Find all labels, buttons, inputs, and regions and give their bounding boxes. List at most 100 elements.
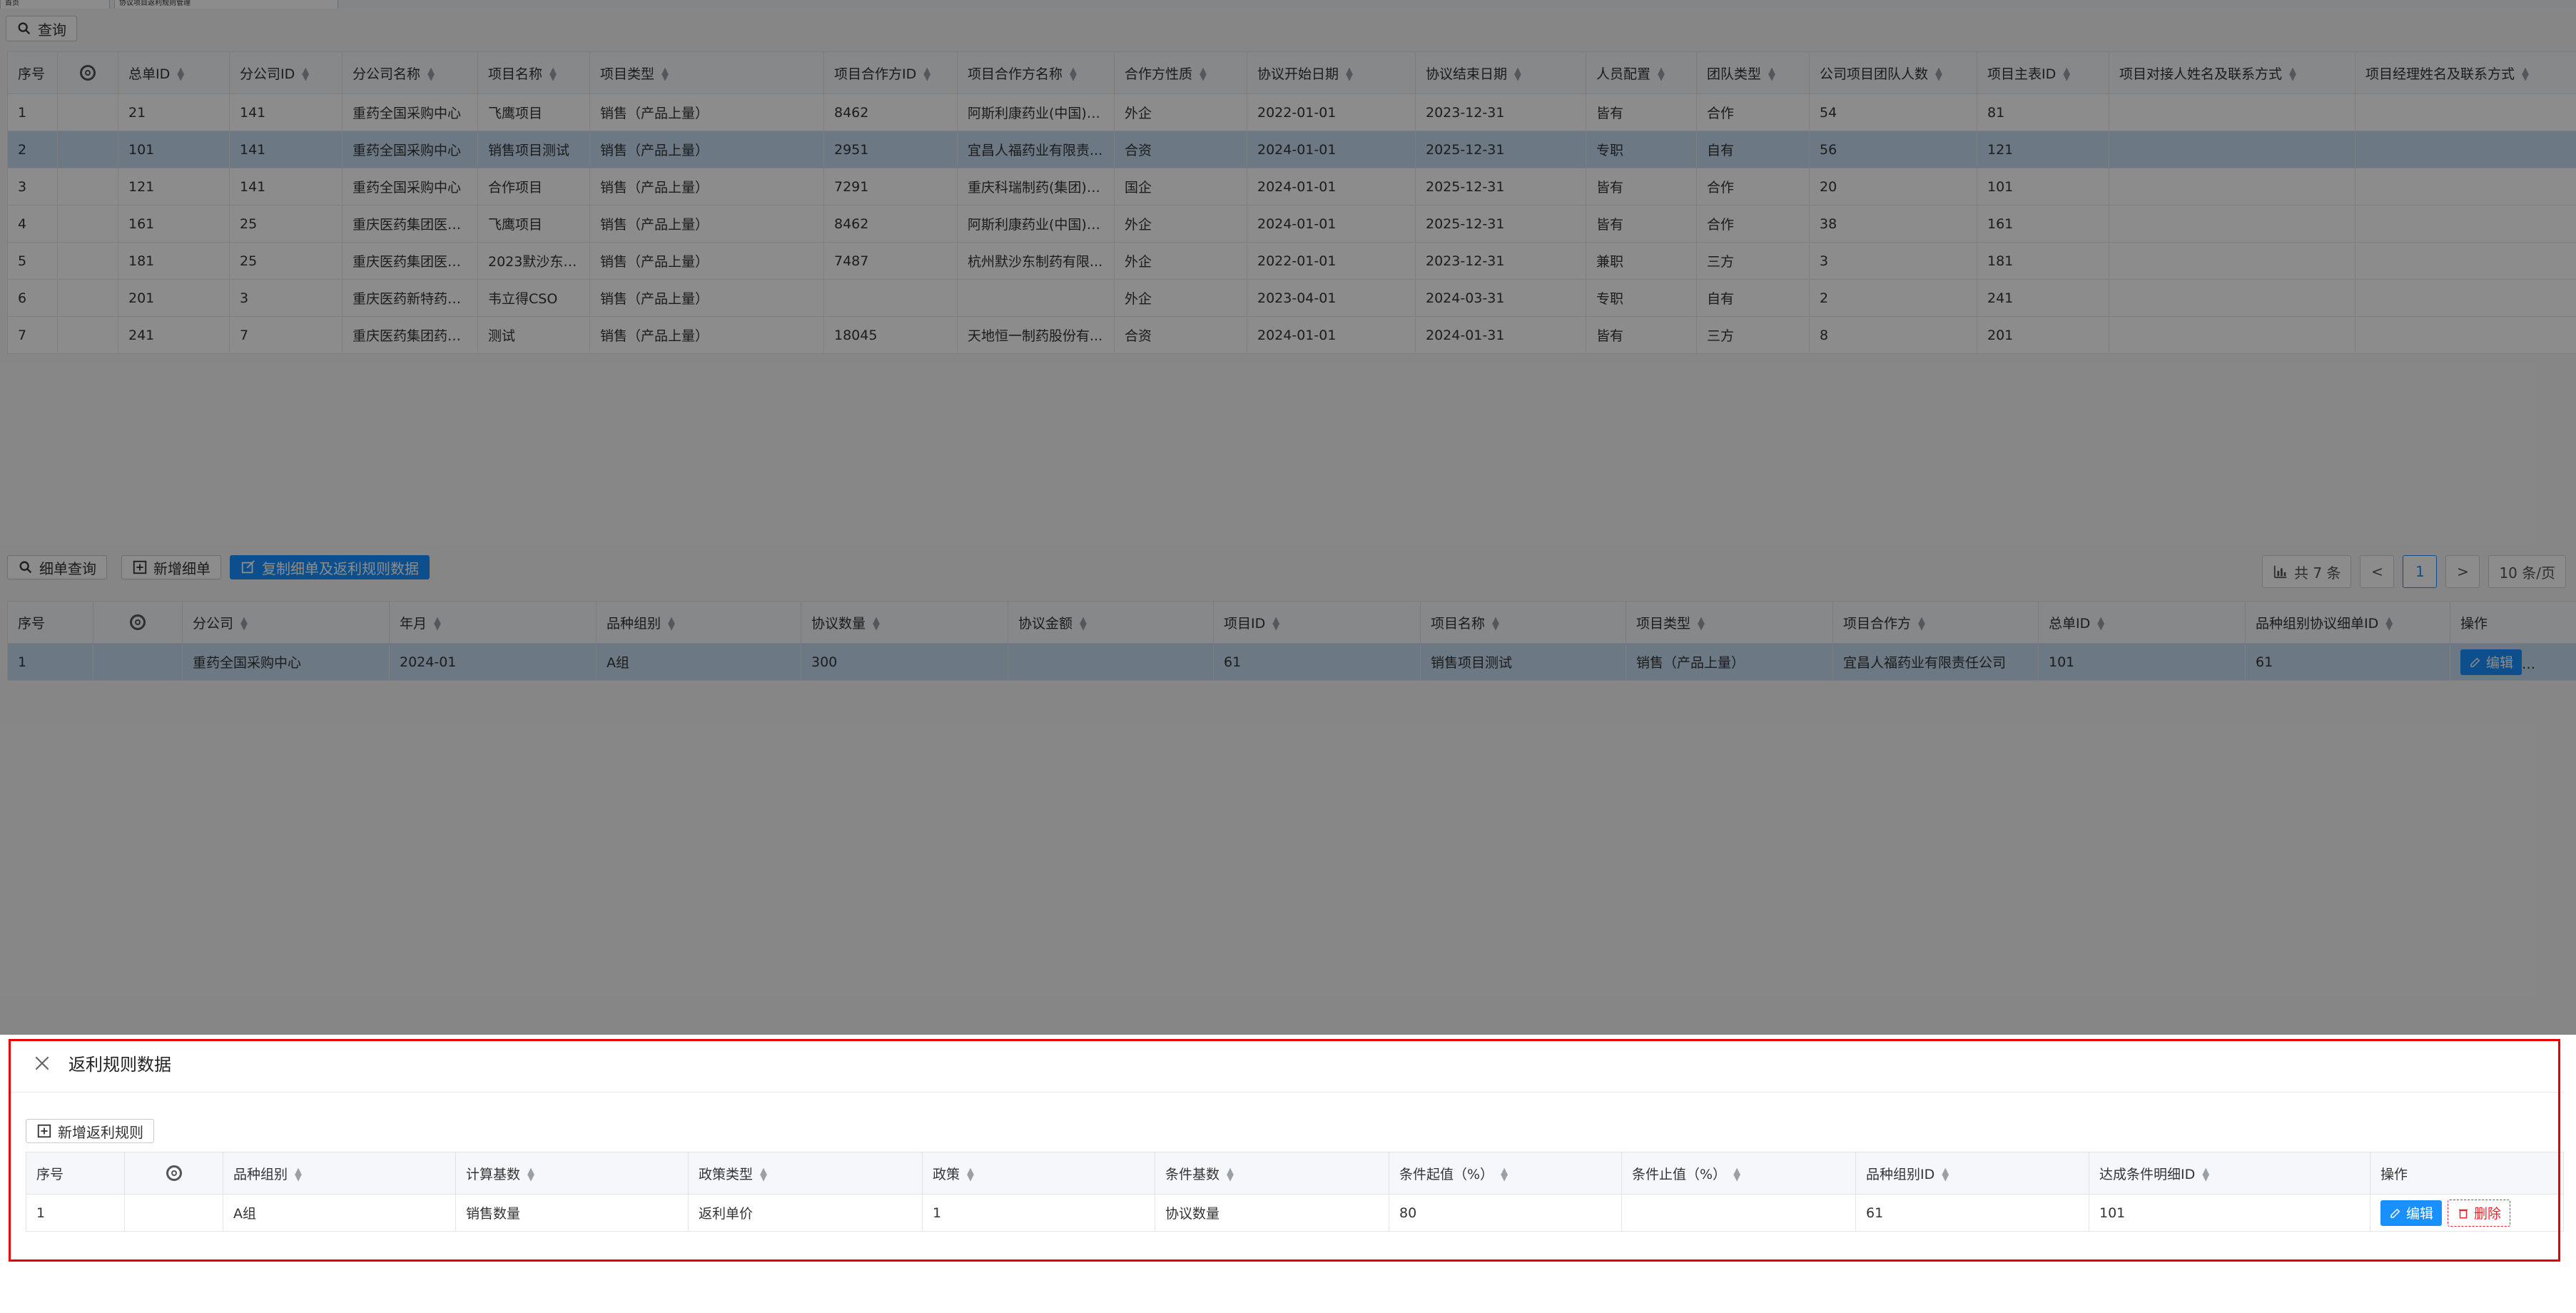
sort-icon[interactable]: ▲ ▼ <box>1080 615 1087 632</box>
column-header[interactable]: 政策类型 ▲ ▼ <box>688 1152 923 1195</box>
query-button[interactable]: 查询 <box>6 16 77 41</box>
sort-icon[interactable]: ▲ ▼ <box>302 66 310 83</box>
column-header[interactable]: 团队类型 ▲ ▼ <box>1696 51 1810 94</box>
sort-icon[interactable]: ▲ ▼ <box>1200 66 1207 83</box>
column-header[interactable]: 公司项目团队人数 ▲ ▼ <box>1809 51 1977 94</box>
delete-button[interactable]: 删除 <box>2448 1199 2511 1227</box>
column-header[interactable]: 条件起值（%） ▲ ▼ <box>1389 1152 1622 1195</box>
column-header[interactable]: 品种组别协议细单ID ▲ ▼ <box>2245 601 2450 644</box>
sort-icon[interactable]: ▲ ▼ <box>427 66 435 83</box>
sort-icon[interactable]: ▲ ▼ <box>434 615 442 632</box>
table-row[interactable]: 5 181 25 重庆医药集团医贸... 2023默沙东渠... 销售（产品上量） 7487… <box>7 242 2576 280</box>
column-header[interactable]: 项目对接人姓名及联系方式 ▲ ▼ <box>2109 51 2356 94</box>
table-row[interactable]: 3 121 141 重药全国采购中心 合作项目 销售（产品上量） 7291 重庆科瑞制药(集团… <box>7 168 2576 206</box>
column-header[interactable]: 协议结束日期 ▲ ▼ <box>1415 51 1586 94</box>
table-row[interactable]: 2 101 141 重药全国采购中心 销售项目测试 销售（产品上量） 2951 宜昌人福药业有… <box>7 131 2576 168</box>
column-header[interactable]: 序号 <box>26 1152 125 1195</box>
column-header[interactable]: 项目类型 ▲ ▼ <box>1626 601 1833 644</box>
table-row[interactable]: 1 重药全国采购中心 2024-01 A组 300 61 销售项目测试 销售（产品上量） 宜昌人… <box>7 643 2576 681</box>
gear-icon[interactable] <box>166 1165 182 1182</box>
sort-icon[interactable]: ▲ ▼ <box>295 1166 303 1183</box>
sort-icon[interactable]: ▲ ▼ <box>2385 615 2393 632</box>
column-header[interactable]: 项目类型 ▲ ▼ <box>589 51 824 94</box>
edit-button[interactable]: 编辑 <box>2380 1200 2443 1226</box>
column-header[interactable]: 协议数量 ▲ ▼ <box>801 601 1008 644</box>
detail-query-button[interactable]: 细单查询 <box>7 555 107 579</box>
column-header[interactable]: 项目合作方ID ▲ ▼ <box>823 51 958 94</box>
sort-icon[interactable]: ▲ ▼ <box>177 66 185 83</box>
sort-icon[interactable]: ▲ ▼ <box>760 1166 768 1183</box>
sort-icon[interactable]: ▲ ▼ <box>1514 66 1522 83</box>
page-1-button[interactable]: 1 <box>2403 555 2438 588</box>
sort-icon[interactable]: ▲ ▼ <box>527 1166 535 1183</box>
sort-icon[interactable]: ▲ ▼ <box>668 615 676 632</box>
column-header[interactable]: 协议开始日期 ▲ ▼ <box>1247 51 1416 94</box>
column-header[interactable]: 品种组别ID ▲ ▼ <box>1855 1152 2089 1195</box>
column-header[interactable]: 分公司ID ▲ ▼ <box>229 51 343 94</box>
sort-icon[interactable]: ▲ ▼ <box>1768 66 1776 83</box>
table-row[interactable]: 7 241 7 重庆医药集团药销... 测试 销售（产品上量） 18045 天地恒一制药股份有… <box>7 316 2576 354</box>
column-header[interactable]: 操作 <box>2450 601 2576 644</box>
sort-icon[interactable]: ▲ ▼ <box>1942 1166 1949 1183</box>
column-header[interactable]: 品种组别 ▲ ▼ <box>223 1152 456 1195</box>
column-header[interactable]: 项目名称 ▲ ▼ <box>1420 601 1626 644</box>
table-row[interactable]: 6 201 3 重庆医药新特药品... 韦立得CSO 销售（产品上量） 外企 2023-04-… <box>7 279 2576 317</box>
sort-icon[interactable]: ▲ ▼ <box>549 66 557 83</box>
column-header[interactable]: 计算基数 ▲ ▼ <box>455 1152 689 1195</box>
sort-icon[interactable]: ▲ ▼ <box>1658 66 1665 83</box>
add-detail-button[interactable]: 新增细单 <box>121 555 221 579</box>
next-page-button[interactable]: > <box>2445 555 2480 588</box>
add-rebate-rule-button[interactable]: 新增返利规则 <box>26 1119 154 1143</box>
sort-icon[interactable]: ▲ ▼ <box>1935 66 1943 83</box>
table-row[interactable]: 4 161 25 重庆医药集团医贸... 飞鹰项目 销售（产品上量） 8462 阿斯利康药业(… <box>7 205 2576 243</box>
close-icon[interactable] <box>33 1054 51 1073</box>
column-header[interactable]: 项目经理姓名及联系方式 ▲ ▼ <box>2355 51 2576 94</box>
column-header[interactable]: 年月 ▲ ▼ <box>389 601 597 644</box>
column-header[interactable]: 条件基数 ▲ ▼ <box>1155 1152 1389 1195</box>
sort-icon[interactable]: ▲ ▼ <box>1733 1166 1741 1183</box>
sort-icon[interactable]: ▲ ▼ <box>873 615 881 632</box>
gear-icon[interactable] <box>80 65 96 81</box>
copy-detail-button[interactable]: 复制细单及返利规则数据 <box>230 555 430 579</box>
modal-mask[interactable] <box>0 0 2576 1035</box>
column-header[interactable]: 分公司名称 ▲ ▼ <box>342 51 478 94</box>
column-header[interactable]: 总单ID ▲ ▼ <box>118 51 230 94</box>
column-header[interactable] <box>93 601 183 644</box>
prev-page-button[interactable]: < <box>2360 555 2395 588</box>
gear-icon[interactable] <box>130 614 146 631</box>
column-header[interactable]: 序号 <box>7 601 93 644</box>
sort-icon[interactable]: ▲ ▼ <box>2289 66 2297 83</box>
sort-icon[interactable]: ▲ ▼ <box>923 66 931 83</box>
sort-icon[interactable]: ▲ ▼ <box>1501 1166 1508 1183</box>
column-header[interactable]: 品种组别 ▲ ▼ <box>596 601 801 644</box>
edit-button[interactable]: 编辑 <box>2460 649 2522 675</box>
table-row[interactable]: 1 A组 销售数量 返利单价 1 协议数量 80 61 101 编辑 删除 <box>26 1194 2564 1232</box>
column-header[interactable]: 达成条件明细ID ▲ ▼ <box>2089 1152 2370 1195</box>
column-header[interactable]: 政策 ▲ ▼ <box>922 1152 1155 1195</box>
sort-icon[interactable]: ▲ ▼ <box>2063 66 2071 83</box>
sort-icon[interactable]: ▲ ▼ <box>240 615 248 632</box>
sort-icon[interactable]: ▲ ▼ <box>1918 615 1926 632</box>
page-size-select[interactable]: 10 条/页 <box>2488 555 2566 588</box>
column-header[interactable]: 人员配置 ▲ ▼ <box>1586 51 1697 94</box>
table-row[interactable]: 1 21 141 重药全国采购中心 飞鹰项目 销售（产品上量） 8462 阿斯利康药业(中国)… <box>7 93 2576 131</box>
column-header[interactable]: 操作 <box>2370 1152 2564 1195</box>
sort-icon[interactable]: ▲ ▼ <box>2097 615 2105 632</box>
sort-icon[interactable]: ▲ ▼ <box>967 1166 975 1183</box>
column-header[interactable]: 项目合作方名称 ▲ ▼ <box>957 51 1115 94</box>
sort-icon[interactable]: ▲ ▼ <box>1492 615 1500 632</box>
column-header[interactable]: 项目名称 ▲ ▼ <box>477 51 590 94</box>
sort-icon[interactable]: ▲ ▼ <box>1070 66 1077 83</box>
sort-icon[interactable]: ▲ ▼ <box>2202 1166 2210 1183</box>
column-header[interactable] <box>124 1152 223 1195</box>
sort-icon[interactable]: ▲ ▼ <box>661 66 669 83</box>
sort-icon[interactable]: ▲ ▼ <box>2522 66 2530 83</box>
sort-icon[interactable]: ▲ ▼ <box>1698 615 1705 632</box>
column-header[interactable]: 项目ID ▲ ▼ <box>1213 601 1421 644</box>
sort-icon[interactable]: ▲ ▼ <box>1227 1166 1234 1183</box>
column-header[interactable] <box>57 51 118 94</box>
column-header[interactable]: 总单ID ▲ ▼ <box>2038 601 2246 644</box>
column-header[interactable]: 合作方性质 ▲ ▼ <box>1114 51 1247 94</box>
sort-icon[interactable]: ▲ ▼ <box>1346 66 1354 83</box>
column-header[interactable]: 条件止值（%） ▲ ▼ <box>1621 1152 1856 1195</box>
